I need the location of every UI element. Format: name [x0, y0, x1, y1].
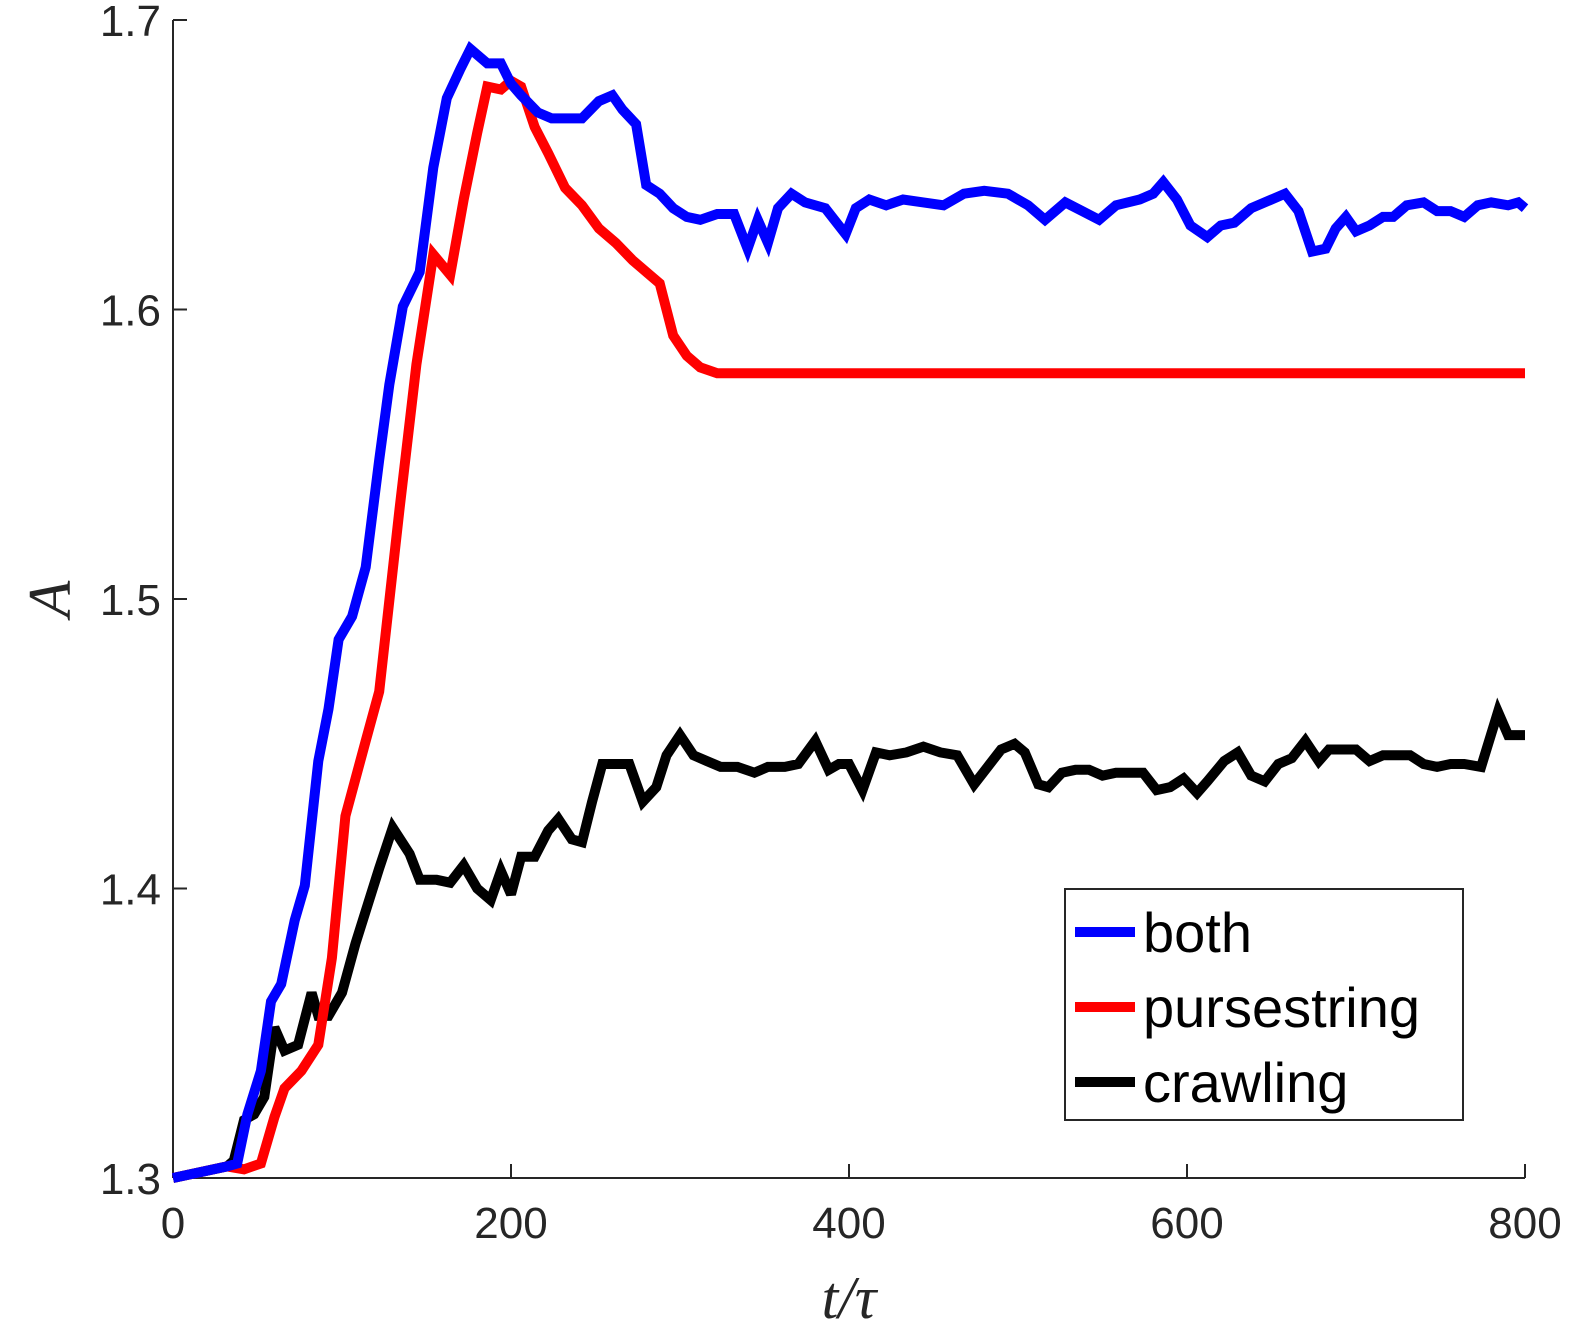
y-tick-label: 1.5: [100, 576, 161, 625]
y-axis-label: A: [17, 580, 83, 621]
y-tick-label: 1.4: [100, 866, 161, 915]
x-tick-label: 800: [1488, 1199, 1561, 1248]
y-tick-label: 1.6: [100, 287, 161, 336]
y-tick-label: 1.3: [100, 1155, 161, 1204]
x-ticks: 0 200 400 600 800: [161, 1164, 1562, 1248]
x-tick-label: 600: [1150, 1199, 1223, 1248]
axes: 0 200 400 600 800 1.3 1.4 1.5 1.6 1.7: [100, 0, 1562, 1248]
x-tick-label: 200: [474, 1199, 547, 1248]
x-tick-label: 400: [812, 1199, 885, 1248]
y-tick-label: 1.7: [100, 0, 161, 46]
legend-label-both: both: [1143, 901, 1252, 964]
x-tick-label: 0: [161, 1199, 185, 1248]
legend-label-pursestring: pursestring: [1143, 976, 1420, 1039]
series-line-crawling: [171, 697, 1525, 1183]
legend-label-crawling: crawling: [1143, 1051, 1348, 1114]
series-line-both: [171, 41, 1529, 1183]
legend-items: both pursestring crawling: [1075, 901, 1420, 1114]
x-axis-label: t/τ: [822, 1265, 879, 1331]
legend: both pursestring crawling: [1064, 888, 1464, 1121]
series-layer: [171, 41, 1529, 1183]
